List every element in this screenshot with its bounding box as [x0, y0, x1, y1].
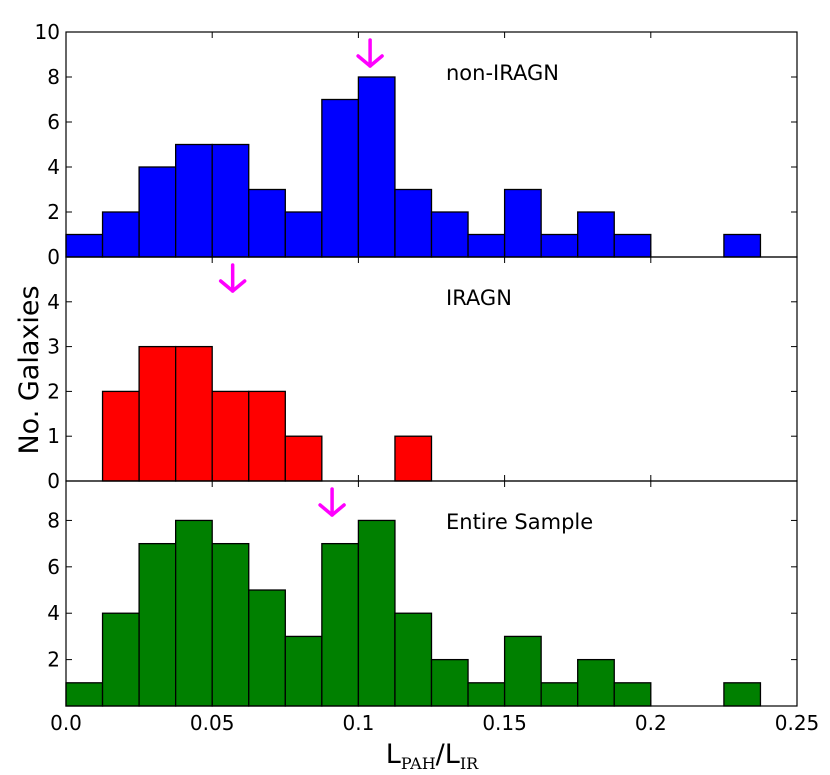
- entire-sample-bar-18: [723, 682, 762, 707]
- entire-sample-label: Entire Sample: [446, 510, 593, 534]
- non-iragn-ytick-label-2: 4: [47, 155, 60, 179]
- x-axis-title-slash: /: [436, 739, 446, 770]
- iragn-bar-5: [248, 390, 286, 482]
- non-iragn-bar-2: [138, 166, 177, 258]
- x-tick-label-0: 0.0: [50, 711, 82, 735]
- panel-entire-sample: 2 4 6 8 Entire Sample: [47, 480, 798, 707]
- non-iragn-bar-5: [248, 188, 286, 258]
- non-iragn-median-arrow-head: [356, 54, 384, 68]
- iragn-ytick-label-3: 3: [47, 335, 60, 359]
- entire-sample-ytick-label-0: 2: [47, 648, 60, 672]
- iragn-bar-1: [101, 390, 140, 482]
- x-axis-title-sub-ir: IR: [460, 754, 479, 773]
- non-iragn-bar-9: [394, 188, 433, 258]
- entire-sample-bar-3: [174, 519, 213, 707]
- x-tick-labels: 0.0 0.05 0.1 0.15 0.2 0.25: [50, 711, 819, 735]
- iragn-bar-6: [284, 435, 323, 482]
- x-tick-label-5: 0.25: [775, 711, 820, 735]
- non-iragn-bar-6: [284, 211, 323, 258]
- iragn-ytick-label-4: 4: [47, 290, 60, 314]
- non-iragn-bar-7: [321, 98, 360, 258]
- entire-sample-ytick-label-1: 4: [47, 601, 60, 625]
- panel-iragn: 0 1 2 3 4 IRAGN: [47, 256, 798, 493]
- non-iragn-ytick-label-1: 2: [47, 200, 60, 224]
- entire-sample-bar-8: [357, 519, 396, 707]
- non-iragn-ytick-label-5: 10: [35, 20, 60, 44]
- entire-sample-bar-1: [101, 612, 140, 707]
- non-iragn-ytick-label-0: 0: [47, 245, 60, 269]
- entire-sample-median-arrow-head: [318, 503, 346, 517]
- iragn-bar-3: [174, 345, 213, 482]
- non-iragn-bar-4: [211, 143, 250, 258]
- entire-sample-bar-14: [577, 658, 615, 707]
- non-iragn-bar-18: [723, 233, 762, 258]
- iragn-bar-2: [138, 345, 177, 482]
- non-iragn-ytick-label-4: 8: [47, 65, 60, 89]
- x-tick-label-2: 0.1: [342, 711, 374, 735]
- entire-sample-bar-4: [211, 542, 250, 707]
- non-iragn-bar-1: [101, 211, 140, 258]
- non-iragn-bar-11: [467, 233, 506, 258]
- non-iragn-bar-0: [65, 233, 104, 258]
- entire-sample-bar-2: [138, 542, 177, 707]
- entire-sample-bar-11: [467, 682, 506, 707]
- x-tick-label-4: 0.2: [635, 711, 667, 735]
- entire-sample-bar-0: [65, 682, 104, 707]
- non-iragn-ytick-label-3: 6: [47, 110, 60, 134]
- x-tick-label-1: 0.05: [190, 711, 235, 735]
- non-iragn-bar-10: [430, 211, 469, 258]
- iragn-ytick-label-2: 2: [47, 379, 60, 403]
- entire-sample-bar-15: [613, 682, 652, 707]
- non-iragn-median-arrow-icon: [356, 38, 384, 68]
- iragn-ytick-label-0: 0: [47, 469, 60, 493]
- entire-sample-bar-9: [394, 612, 433, 707]
- non-iragn-label: non-IRAGN: [446, 61, 559, 85]
- x-tick-label-3: 0.15: [482, 711, 527, 735]
- iragn-ytick-label-1: 1: [47, 424, 60, 448]
- entire-sample-bar-10: [430, 658, 469, 707]
- entire-sample-ytick-label-3: 8: [47, 508, 60, 532]
- iragn-bar-4: [211, 390, 250, 482]
- non-iragn-bar-8: [357, 76, 396, 258]
- non-iragn-bar-15: [613, 233, 652, 258]
- entire-sample-bar-12: [503, 635, 542, 707]
- iragn-median-arrow-icon: [218, 263, 247, 293]
- iragn-median-arrow-head: [218, 279, 247, 293]
- entire-sample-bar-6: [284, 635, 323, 707]
- panel-non-iragn: 0 2 4 6 8 10 non-IRAGN: [35, 20, 798, 269]
- x-axis-title: LPAH/LIR: [386, 739, 479, 773]
- non-iragn-bar-3: [174, 143, 213, 258]
- entire-sample-frame: [65, 480, 798, 707]
- x-axis-title-l2: L: [445, 739, 460, 770]
- iragn-label: IRAGN: [446, 286, 512, 310]
- y-axis-title: No. Galaxies: [14, 285, 45, 454]
- x-axis-title-sub-pah: PAH: [401, 754, 436, 773]
- x-axis-title-l1: L: [386, 739, 401, 770]
- entire-sample-median-arrow-icon: [318, 487, 346, 517]
- iragn-bar-9: [394, 435, 433, 482]
- entire-sample-bar-13: [540, 682, 579, 707]
- entire-sample-ytick-label-2: 6: [47, 555, 60, 579]
- entire-sample-bar-7: [321, 542, 360, 707]
- non-iragn-bar-12: [503, 188, 542, 258]
- non-iragn-bar-13: [540, 233, 579, 258]
- non-iragn-bar-14: [577, 211, 615, 258]
- entire-sample-bar-5: [248, 589, 286, 707]
